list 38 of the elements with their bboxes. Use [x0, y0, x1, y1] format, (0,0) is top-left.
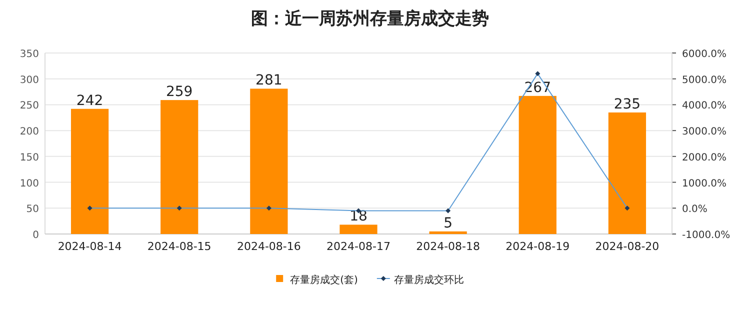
- y2-tick-label: 1000.0%: [682, 178, 726, 190]
- y2-tick-label: 6000.0%: [682, 49, 726, 60]
- bar: [160, 100, 198, 234]
- bar: [250, 88, 288, 234]
- bar: [518, 96, 556, 234]
- bar: [608, 112, 646, 234]
- y-tick-label: 350: [20, 49, 39, 60]
- y-tick-label: 100: [20, 178, 39, 190]
- y-tick-label: 300: [20, 74, 39, 86]
- bar: [70, 108, 109, 234]
- y2-tick-label: -1000.0%: [682, 230, 730, 241]
- y-tick-label: 250: [20, 100, 39, 112]
- y-tick-label: 50: [26, 204, 39, 216]
- chart-title: 图：近一周苏州存量房成交走势: [251, 9, 489, 29]
- legend-label: 存量房成交(套): [290, 274, 358, 286]
- data-label: 5: [444, 215, 453, 232]
- y-tick-label: 200: [20, 126, 39, 138]
- data-label: 235: [614, 96, 641, 112]
- y2-tick-label: 5000.0%: [682, 74, 726, 86]
- x-tick-label: 2024-08-17: [326, 240, 390, 253]
- legend-label: 存量房成交环比: [394, 274, 464, 286]
- x-tick-label: 2024-08-16: [236, 240, 301, 253]
- x-tick-label: 2024-08-15: [147, 240, 212, 253]
- y2-tick-label: 3000.0%: [682, 126, 726, 138]
- y-tick-label: 150: [20, 152, 39, 164]
- y2-tick-label: 0.0%: [682, 204, 708, 216]
- x-tick-label: 2024-08-19: [506, 240, 570, 253]
- x-tick-label: 2024-08-20: [595, 240, 660, 253]
- data-label: 281: [256, 72, 282, 89]
- data-label: 242: [76, 92, 104, 109]
- bar: [340, 224, 378, 234]
- y2-tick-label: 4000.0%: [682, 100, 726, 112]
- y2-tick-label: 2000.0%: [682, 152, 726, 164]
- bar: [429, 231, 467, 234]
- x-tick-label: 2024-08-14: [58, 240, 122, 253]
- data-label: 259: [166, 84, 193, 100]
- x-tick-label: 2024-08-18: [416, 240, 480, 253]
- y-tick-label: 0: [32, 230, 39, 241]
